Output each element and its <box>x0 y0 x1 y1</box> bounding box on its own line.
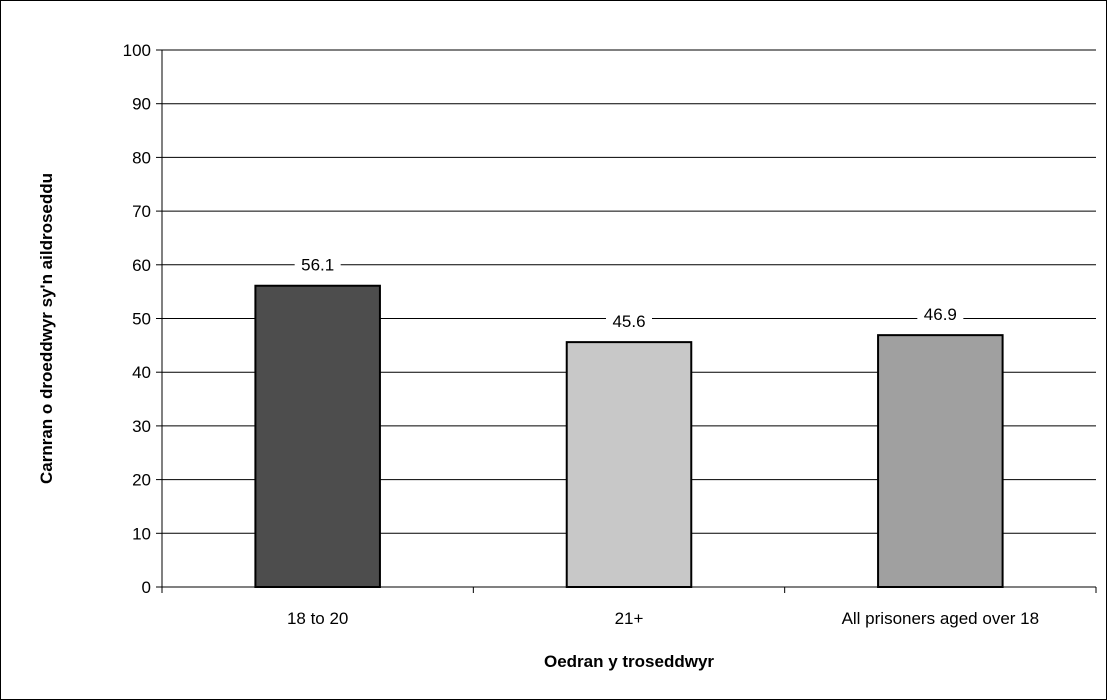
y-axis-ticks: 0 10 20 30 40 50 60 70 80 90 100 <box>123 41 162 597</box>
data-labels: 56.1 45.6 46.9 <box>294 253 964 333</box>
x-axis-ticks: 18 to 20 21+ All prisoners aged over 18 <box>161 587 1097 628</box>
y-tick-label: 70 <box>132 202 151 221</box>
bars <box>254 284 1004 588</box>
x-tick-label: All prisoners aged over 18 <box>842 609 1040 628</box>
y-tick-label: 30 <box>132 417 151 436</box>
y-tick-label: 0 <box>142 578 151 597</box>
y-tick-label: 40 <box>132 363 151 382</box>
y-tick-label: 20 <box>132 471 151 490</box>
y-tick-label: 60 <box>132 256 151 275</box>
data-label-background <box>917 303 964 326</box>
data-label: 45.6 <box>612 312 645 331</box>
bar <box>565 341 693 588</box>
bar <box>877 334 1004 588</box>
y-tick-label: 100 <box>123 41 151 60</box>
x-axis-title: Oedran y troseddwyr <box>544 652 714 671</box>
bar <box>254 284 381 588</box>
y-axis-title: Carnran o droeddwyr sy'n aildroseddu <box>37 173 56 484</box>
y-tick-label: 50 <box>132 310 151 329</box>
data-label-background <box>294 253 341 276</box>
y-tick-label: 80 <box>132 148 151 167</box>
y-tick-label: 10 <box>132 524 151 543</box>
y-tick-label: 90 <box>132 95 151 114</box>
x-tick-label: 18 to 20 <box>287 609 348 628</box>
data-label-background <box>606 310 652 333</box>
data-label: 46.9 <box>924 305 957 324</box>
x-tick-label: 21+ <box>615 609 644 628</box>
data-label: 56.1 <box>301 256 334 275</box>
